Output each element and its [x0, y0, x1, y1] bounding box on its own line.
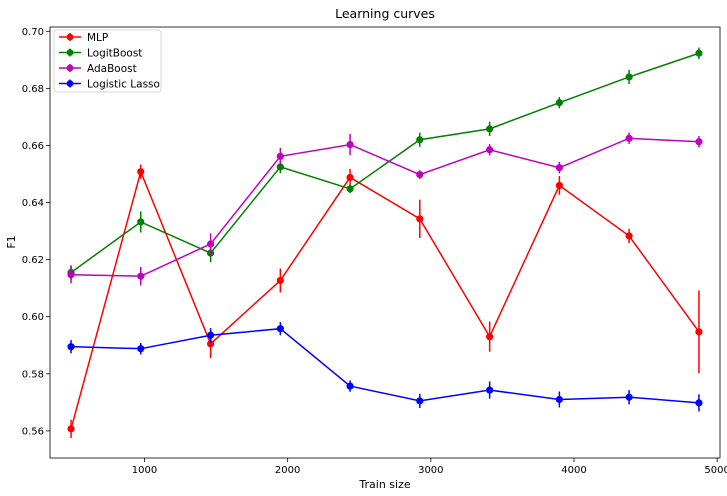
data-point-logitboost — [695, 49, 703, 57]
series-adaboost — [67, 132, 703, 286]
chart-title: Learning curves — [335, 6, 435, 21]
x-axis-label: Train size — [358, 478, 410, 491]
x-tick-label: 5000 — [704, 465, 727, 476]
y-axis: 0.56 0.58 0.60 0.62 0.64 0.66 0.68 0.70 — [22, 27, 50, 437]
y-tick-label: 0.62 — [22, 255, 44, 266]
data-point-mlp — [555, 181, 563, 190]
y-tick-label: 0.60 — [22, 312, 44, 323]
legend: MLP LogitBoost AdaBoost Logistic Lasso — [53, 29, 162, 93]
data-point-mlp — [67, 425, 75, 433]
data-point-adaboost — [555, 164, 563, 172]
data-point-logitboost — [137, 218, 145, 226]
data-point-logistic-lasso — [67, 343, 75, 351]
data-point-logistic-lasso — [276, 325, 284, 333]
series-logitboost — [67, 47, 703, 280]
data-point-logitboost — [346, 185, 354, 193]
data-point-logitboost — [276, 163, 284, 171]
series-mlp — [67, 164, 703, 439]
y-tick-label: 0.70 — [22, 27, 44, 38]
x-tick-label: 4000 — [561, 465, 586, 476]
data-point-adaboost — [695, 138, 703, 146]
data-point-logistic-lasso — [695, 399, 703, 407]
legend-item-mlp: MLP — [59, 32, 108, 44]
data-point-logitboost — [416, 136, 424, 144]
series-line-logistic-lasso — [71, 327, 700, 404]
y-tick-label: 0.56 — [22, 426, 44, 437]
x-tick-label: 3000 — [418, 465, 443, 476]
data-point-mlp — [695, 328, 703, 336]
data-point-adaboost — [207, 240, 215, 248]
data-point-mlp — [416, 215, 424, 223]
series-line-logitboost — [70, 52, 700, 274]
series-line-adaboost — [71, 137, 699, 277]
x-axis: 1000 2000 3000 4000 5000 — [132, 458, 727, 476]
legend-box — [53, 29, 162, 93]
data-point-logistic-lasso — [555, 395, 563, 404]
data-point-mlp — [346, 173, 354, 182]
data-point-adaboost — [276, 152, 284, 160]
y-tick-label: 0.66 — [22, 141, 44, 152]
data-point-logistic-lasso — [207, 331, 215, 339]
legend-marker-logistic-lasso — [66, 80, 74, 87]
data-point-adaboost — [416, 170, 424, 179]
y-tick-label: 0.58 — [22, 369, 44, 380]
legend-marker-logitboost — [66, 49, 74, 56]
data-point-adaboost — [486, 146, 494, 154]
y-tick-label: 0.64 — [22, 198, 44, 209]
data-point-adaboost — [625, 134, 633, 142]
legend-label-mlp: MLP — [87, 32, 108, 44]
data-point-mlp — [276, 276, 284, 285]
data-point-adaboost — [137, 272, 145, 280]
legend-marker-adaboost — [66, 64, 74, 72]
plot-frame — [49, 26, 721, 459]
series-logistic-lasso — [67, 322, 703, 412]
data-point-mlp — [486, 333, 494, 341]
data-point-logitboost — [625, 73, 633, 81]
legend-label-adaboost: AdaBoost — [87, 63, 137, 75]
series-line-mlp — [70, 169, 700, 430]
legend-marker-mlp — [66, 33, 74, 41]
legend-item-adaboost: AdaBoost — [59, 63, 137, 75]
data-point-logistic-lasso — [416, 397, 424, 405]
data-point-adaboost — [67, 271, 75, 279]
data-point-mlp — [137, 168, 145, 176]
legend-item-logitboost: LogitBoost — [59, 47, 142, 59]
data-point-mlp — [207, 340, 215, 348]
data-point-logistic-lasso — [486, 386, 494, 394]
data-point-mlp — [625, 232, 633, 240]
data-point-adaboost — [346, 140, 354, 149]
data-point-logistic-lasso — [346, 382, 354, 390]
y-tick-label: 0.68 — [22, 84, 44, 95]
data-point-logitboost — [486, 125, 494, 133]
x-tick-label: 2000 — [275, 465, 300, 476]
x-tick-label: 1000 — [132, 465, 157, 476]
data-point-logistic-lasso — [137, 345, 145, 353]
y-axis-label: F1 — [5, 235, 18, 248]
data-point-logitboost — [555, 99, 563, 107]
plot-area — [67, 47, 703, 439]
data-point-logistic-lasso — [625, 393, 633, 401]
legend-label-logistic-lasso: Logistic Lasso — [87, 78, 160, 90]
legend-item-logistic-lasso: Logistic Lasso — [59, 78, 160, 90]
legend-label-logitboost: LogitBoost — [87, 47, 142, 59]
